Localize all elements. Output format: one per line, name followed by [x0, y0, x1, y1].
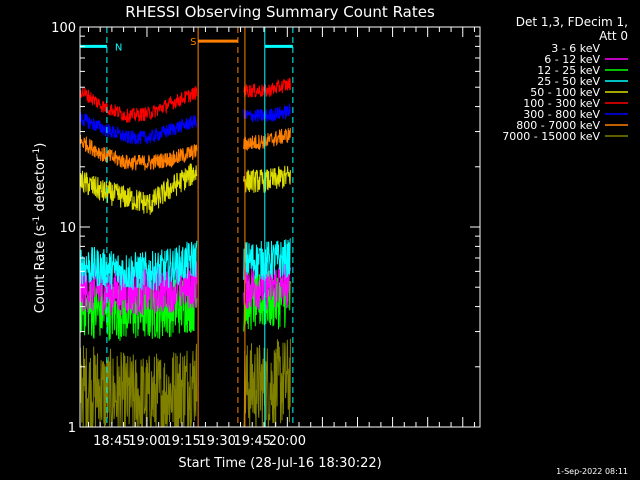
legend-label-2: 12 - 25 keV [537, 64, 600, 77]
series-line-4-part-1 [243, 165, 291, 193]
series-line-7-part-0 [79, 134, 198, 171]
series-line-3-part-0 [79, 240, 198, 291]
y-axis-label-start: Count Rate (s [33, 225, 48, 314]
series-line-6-part-0 [79, 112, 198, 145]
series-line-8-part-0 [79, 343, 198, 428]
series-line-4-part-0 [79, 163, 198, 215]
x-tick-label: 20:00 [269, 434, 306, 449]
x-tick-label: 19:15 [163, 434, 200, 449]
x-tick-label: 18:45 [93, 434, 130, 449]
series-line-6-part-1 [243, 102, 291, 123]
y-axis-label-mid: detector [33, 156, 48, 216]
legend-header-line-2: Att 0 [599, 29, 628, 43]
y-axis-label-end: ) [33, 143, 48, 148]
footer-date: 1-Sep-2022 08:11 [556, 467, 628, 476]
legend-label-6: 300 - 800 keV [523, 108, 600, 121]
series-line-7-part-1 [243, 128, 291, 151]
legend-label-0: 3 - 6 keV [551, 42, 600, 55]
legend-label-4: 50 - 100 keV [530, 86, 600, 99]
y-tick-label: 1 [68, 421, 76, 436]
chart-title: RHESSI Observing Summary Count Rates [125, 3, 435, 21]
series-line-3-part-1 [243, 238, 291, 281]
y-tick-label: 10 [59, 221, 76, 236]
legend-label-3: 25 - 50 keV [537, 75, 600, 88]
annotation-label-1: S [190, 37, 196, 48]
series-line-0-part-1 [243, 366, 291, 428]
x-axis-label: Start Time (28-Jul-16 18:30:22) [178, 456, 381, 471]
series-line-8-part-1 [243, 338, 291, 428]
y-axis-label-sup-1: -1 [32, 216, 42, 225]
legend-label-5: 100 - 300 keV [523, 97, 600, 110]
legend-label-1: 6 - 12 keV [544, 53, 600, 66]
x-tick-label: 19:30 [198, 434, 235, 449]
annotation-label-0: N [115, 42, 122, 53]
x-tick-label: 19:45 [233, 434, 270, 449]
y-axis-label: Count Rate (s-1 detector-1) [32, 143, 48, 314]
legend-header-line-1: Det 1,3, FDecim 1, [516, 15, 628, 29]
series-line-5-part-1 [243, 77, 291, 99]
legend-label-8: 7000 - 15000 keV [502, 130, 600, 143]
series-line-5-part-0 [79, 86, 198, 123]
y-axis-label-sup-2: -1 [32, 148, 42, 157]
y-tick-label: 100 [51, 21, 76, 36]
x-tick-label: 19:00 [128, 434, 165, 449]
legend-label-7: 800 - 7000 keV [516, 119, 600, 132]
